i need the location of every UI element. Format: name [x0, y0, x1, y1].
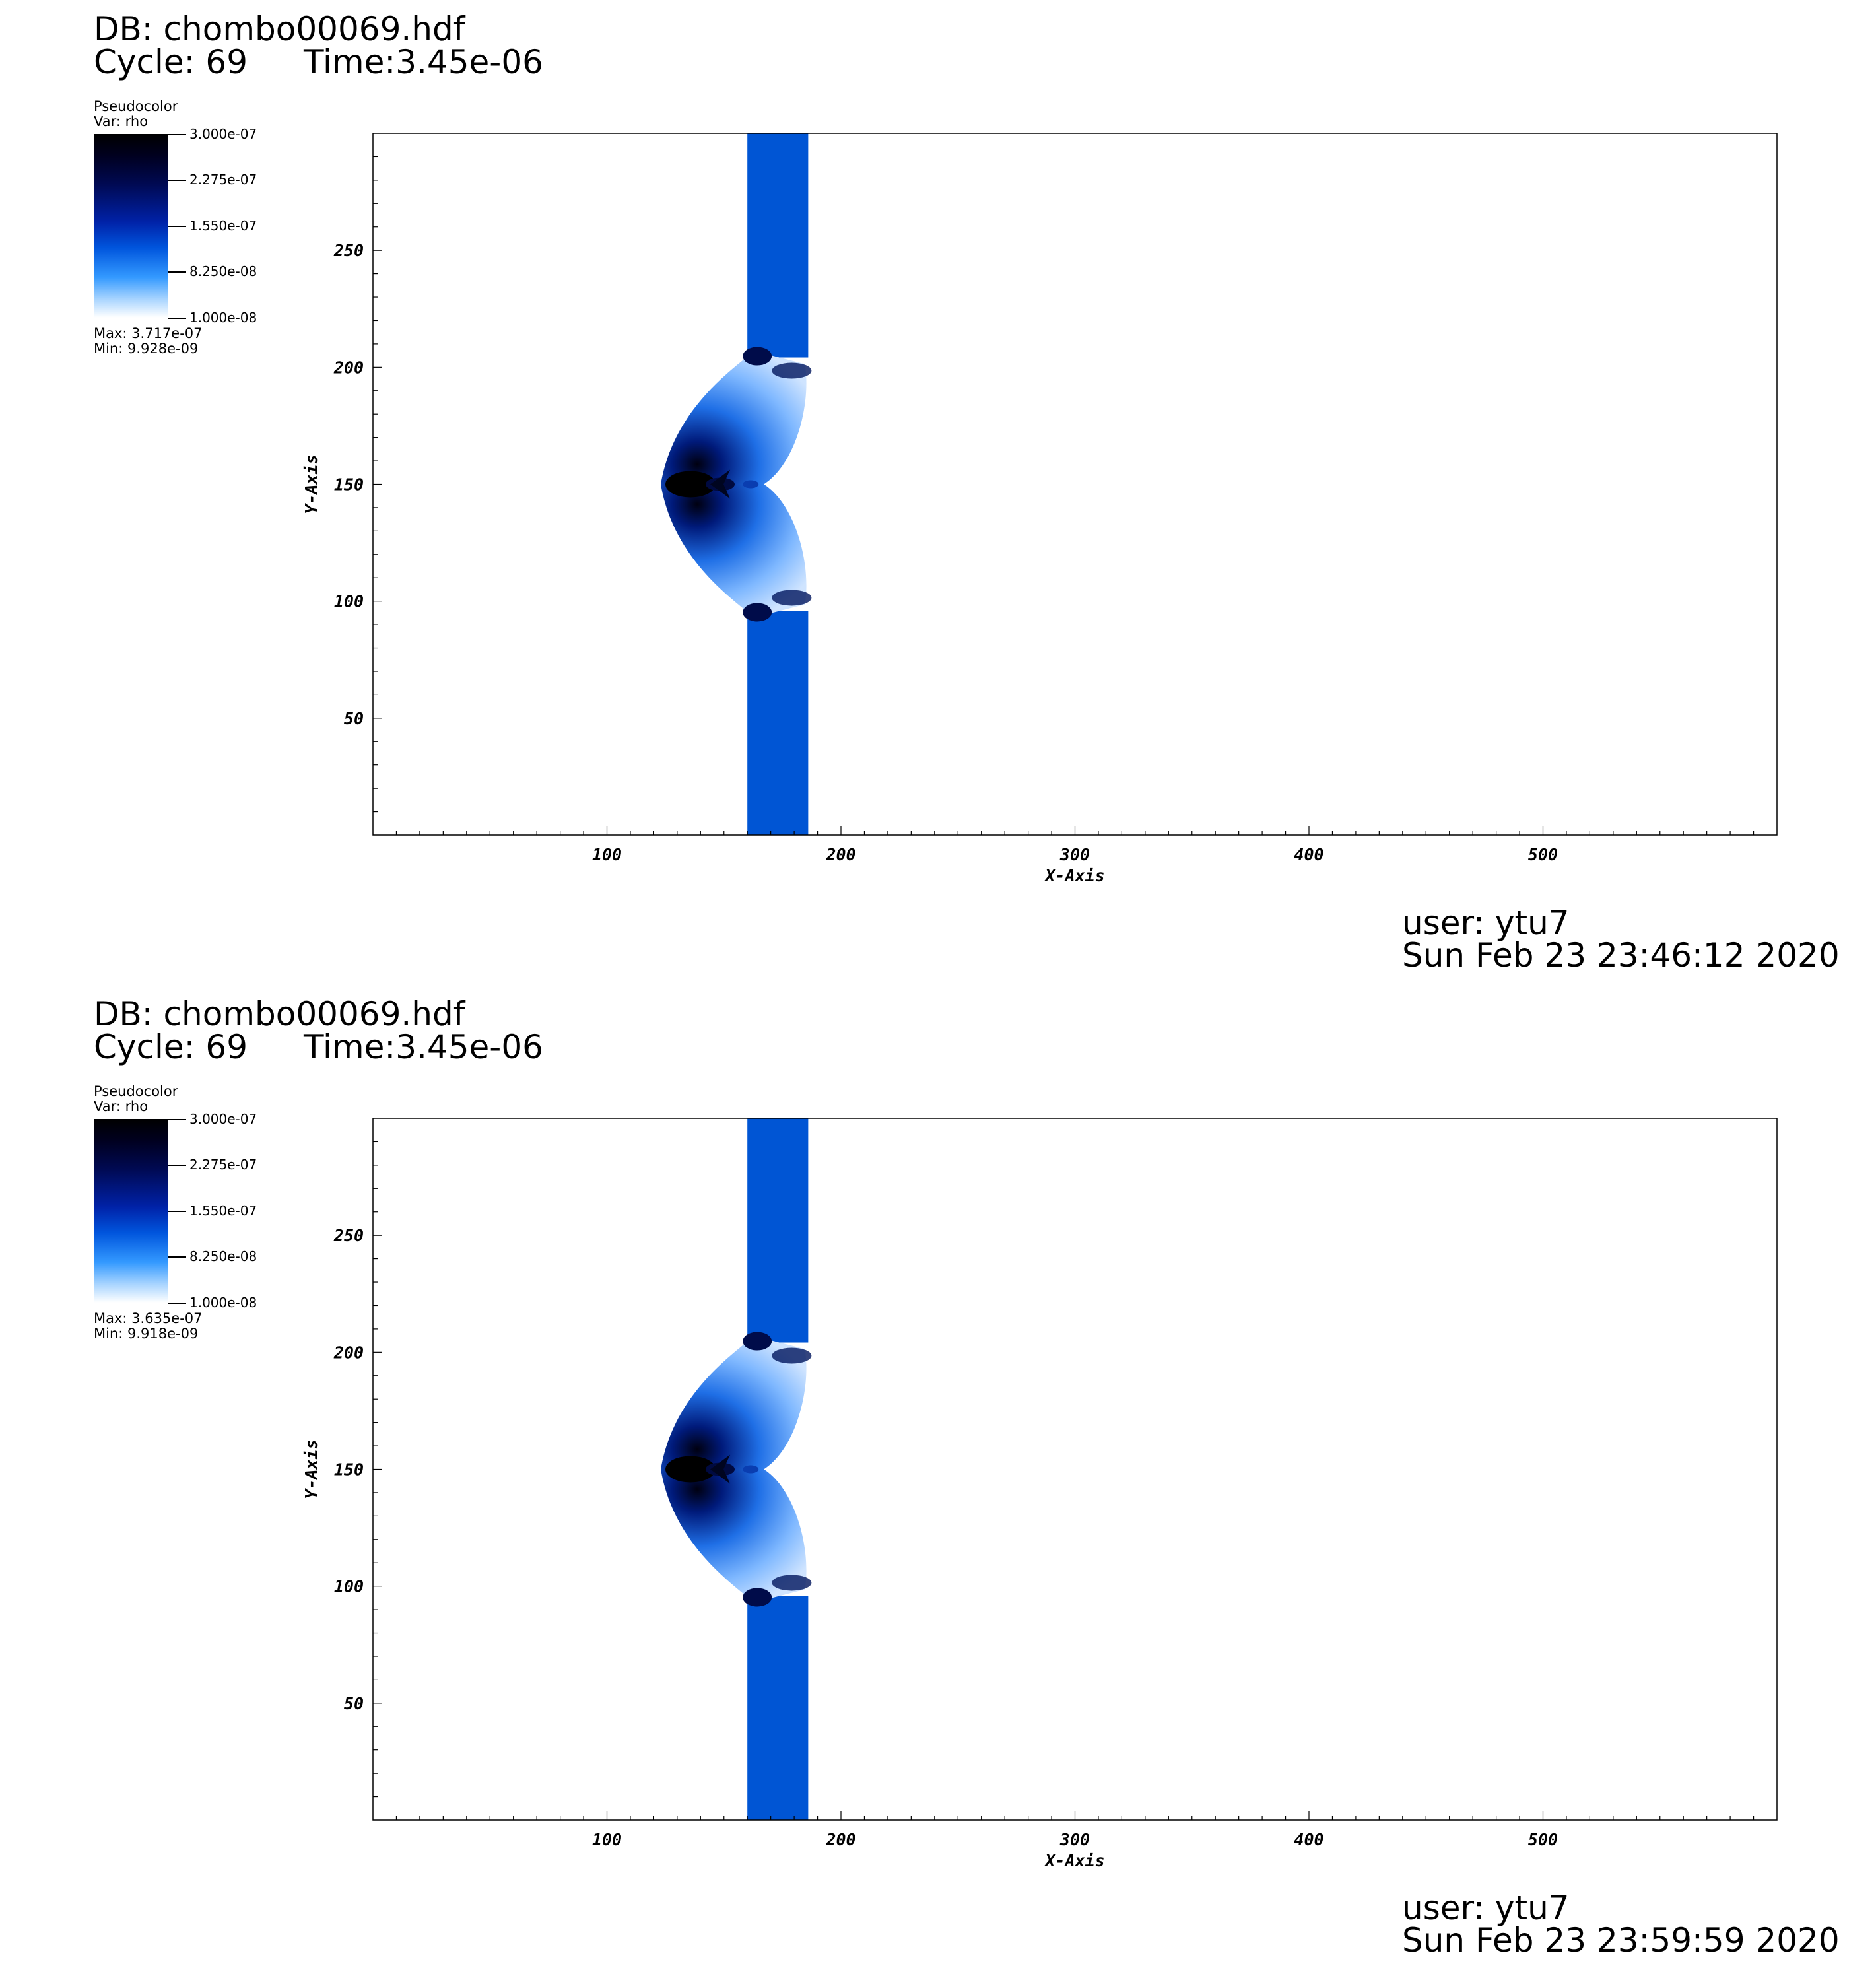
x-tick-label: 400	[1294, 845, 1323, 864]
database-title: DB: chombo00069.hdf	[94, 10, 465, 48]
x-tick-label: 100	[592, 845, 622, 864]
y-tick-label: 50	[344, 709, 364, 728]
colorbar	[94, 1119, 168, 1303]
density-bow-upper	[661, 351, 807, 485]
colorbar-tick-label: 2.275e-07	[189, 172, 257, 187]
colorbar-tick	[168, 134, 186, 135]
density-knot	[743, 603, 772, 622]
colorbar-tick	[168, 1256, 186, 1258]
colorbar-tick	[168, 1119, 186, 1120]
colorbar-tick	[168, 1211, 186, 1212]
colorbar-tick	[168, 1165, 186, 1166]
x-axis-title: X-Axis	[1044, 1851, 1104, 1870]
plot-background	[373, 1118, 1777, 1820]
density-knot	[772, 362, 812, 379]
x-tick-label: 300	[1059, 845, 1090, 864]
density-band-lower	[747, 611, 809, 835]
time-label: Time:3.45e-06	[304, 43, 543, 81]
y-tick-label: 200	[333, 1343, 364, 1362]
density-knot	[772, 1347, 812, 1364]
colorbar-tick-label: 1.000e-08	[189, 310, 257, 325]
y-tick-label: 200	[333, 358, 364, 377]
x-tick-label: 400	[1294, 1830, 1323, 1849]
density-core	[743, 480, 759, 489]
density-knot	[743, 347, 772, 366]
density-field	[661, 133, 812, 835]
legend-plot-type: Pseudocolor	[94, 1083, 178, 1099]
cycle-label: Cycle: 69	[94, 1028, 248, 1066]
colorbar-tick-label: 1.000e-08	[189, 1295, 257, 1310]
cycle-label: Cycle: 69	[94, 43, 248, 81]
y-tick-label: 150	[334, 475, 364, 494]
plot-area: 100 200 300 400 500 50 100 150 200 250 X-Axis Y-Axi…	[302, 133, 1778, 885]
x-tick-label: 100	[592, 1830, 622, 1849]
colorbar-tick	[168, 271, 186, 273]
colorbar-tick-label: 3.000e-07	[189, 126, 257, 142]
y-tick-label: 100	[334, 1577, 364, 1596]
date-label: Sun Feb 23 23:46:12 2020	[1402, 936, 1840, 974]
y-tick-label: 150	[334, 1460, 364, 1479]
y-tick-label: 250	[333, 241, 364, 260]
legend-min: Min: 9.928e-09	[94, 341, 199, 357]
density-core	[710, 1454, 731, 1484]
colorbar-tick-label: 8.250e-08	[189, 263, 257, 279]
density-band-lower	[747, 1596, 809, 1820]
colorbar-tick	[168, 1303, 186, 1304]
density-knot	[743, 1332, 772, 1351]
density-knot	[772, 590, 812, 606]
user-label: user: ytu7	[1402, 1889, 1570, 1927]
x-axis-title: X-Axis	[1044, 866, 1104, 885]
y-tick-label: 50	[344, 1694, 364, 1713]
density-knot	[772, 1575, 812, 1591]
colorbar-tick-label: 1.550e-07	[189, 218, 257, 234]
plot-panel-1: DB: chombo00069.hdf Cycle: 69 Time:3.45e…	[94, 10, 1840, 974]
x-tick-label: 500	[1528, 845, 1558, 864]
colorbar	[94, 134, 168, 318]
y-tick-label: 250	[333, 1226, 364, 1245]
density-core	[710, 469, 731, 499]
density-band-upper	[747, 133, 809, 358]
density-core	[665, 1456, 716, 1483]
plot-panel-2: DB: chombo00069.hdf Cycle: 69 Time:3.45e…	[0, 985, 1876, 1970]
colorbar-tick-label: 2.275e-07	[189, 1157, 257, 1172]
density-core	[665, 471, 716, 498]
user-label: user: ytu7	[1402, 904, 1570, 942]
database-title: DB: chombo00069.hdf	[94, 995, 465, 1033]
colorbar-tick	[168, 226, 186, 227]
colorbar-tick-label: 1.550e-07	[189, 1203, 257, 1219]
density-bow-upper	[661, 1336, 807, 1470]
y-tick-label: 100	[334, 592, 364, 611]
x-tick-label: 200	[825, 845, 855, 864]
density-bow-lower	[661, 1469, 807, 1603]
colorbar-tick-label: 8.250e-08	[189, 1248, 257, 1264]
y-axis-title: Y-Axis	[302, 454, 321, 514]
colorbar-tick	[168, 318, 186, 319]
legend-min: Min: 9.918e-09	[94, 1326, 199, 1342]
legend-max: Max: 3.635e-07	[94, 1310, 203, 1326]
plot-area: 100 200 300 400 500 50 100 150 200 250 X-Axis Y-Axi…	[302, 1118, 1778, 1870]
x-tick-label: 300	[1059, 1830, 1090, 1849]
density-bow-lower	[661, 484, 807, 618]
legend-variable: Var: rho	[94, 114, 149, 129]
x-tick-label: 500	[1528, 1830, 1558, 1849]
legend-plot-type: Pseudocolor	[94, 98, 178, 114]
plot-background	[373, 133, 1777, 835]
time-label: Time:3.45e-06	[304, 1028, 543, 1066]
y-axis-title: Y-Axis	[302, 1439, 321, 1499]
x-tick-label: 200	[825, 1830, 855, 1849]
date-label: Sun Feb 23 23:59:59 2020	[1402, 1921, 1840, 1959]
colorbar-tick	[168, 180, 186, 181]
colorbar-tick-label: 3.000e-07	[189, 1111, 257, 1127]
density-band-upper	[747, 1118, 809, 1343]
legend-max: Max: 3.717e-07	[94, 325, 203, 341]
density-knot	[743, 1588, 772, 1607]
density-field	[661, 1118, 812, 1820]
density-core	[743, 1465, 759, 1474]
legend-variable: Var: rho	[94, 1099, 149, 1114]
